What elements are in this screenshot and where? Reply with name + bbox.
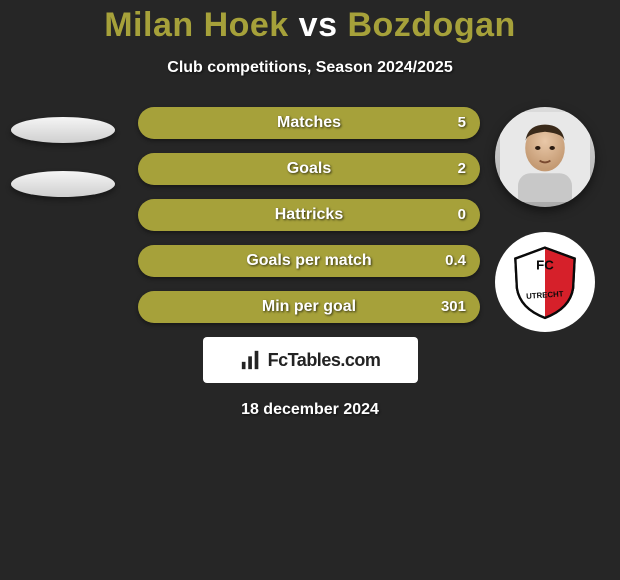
stat-label: Goals per match xyxy=(138,245,480,277)
brand-text: FcTables.com xyxy=(268,350,381,371)
stat-row-matches: Matches 5 xyxy=(138,107,480,139)
bars-chart-icon xyxy=(240,349,262,371)
person-icon xyxy=(500,112,590,202)
date-text: 18 december 2024 xyxy=(0,401,620,419)
player2-club-badge: FC UTRECHT xyxy=(495,232,595,332)
club-shield-icon: FC UTRECHT xyxy=(506,243,584,321)
stat-label: Hattricks xyxy=(138,199,480,231)
stat-row-goals: Goals 2 xyxy=(138,153,480,185)
left-avatar-placeholder-1 xyxy=(11,117,115,143)
vs-text: vs xyxy=(299,6,338,44)
svg-text:FC: FC xyxy=(536,258,554,273)
stat-right-value: 0.4 xyxy=(445,245,466,277)
stat-bars: Matches 5 Goals 2 Hattricks 0 Goals per … xyxy=(138,107,480,323)
stat-right-value: 2 xyxy=(458,153,466,185)
stat-row-goals-per-match: Goals per match 0.4 xyxy=(138,245,480,277)
content-area: FC UTRECHT Matches 5 Goals 2 Hattricks 0… xyxy=(0,107,620,323)
player2-name: Bozdogan xyxy=(347,6,515,44)
player1-name: Milan Hoek xyxy=(104,6,288,44)
stat-row-hattricks: Hattricks 0 xyxy=(138,199,480,231)
brand-logo-box: FcTables.com xyxy=(203,337,418,383)
subtitle: Club competitions, Season 2024/2025 xyxy=(0,59,620,77)
player2-avatar xyxy=(495,107,595,207)
stat-label: Min per goal xyxy=(138,291,480,323)
stat-right-value: 5 xyxy=(458,107,466,139)
stat-row-min-per-goal: Min per goal 301 xyxy=(138,291,480,323)
left-player-column xyxy=(8,107,118,225)
stat-right-value: 0 xyxy=(458,199,466,231)
left-avatar-placeholder-2 xyxy=(11,171,115,197)
right-player-column: FC UTRECHT xyxy=(490,107,600,357)
stat-label: Matches xyxy=(138,107,480,139)
stat-label: Goals xyxy=(138,153,480,185)
stat-right-value: 301 xyxy=(441,291,466,323)
comparison-title: Milan Hoek vs Bozdogan xyxy=(0,0,620,45)
